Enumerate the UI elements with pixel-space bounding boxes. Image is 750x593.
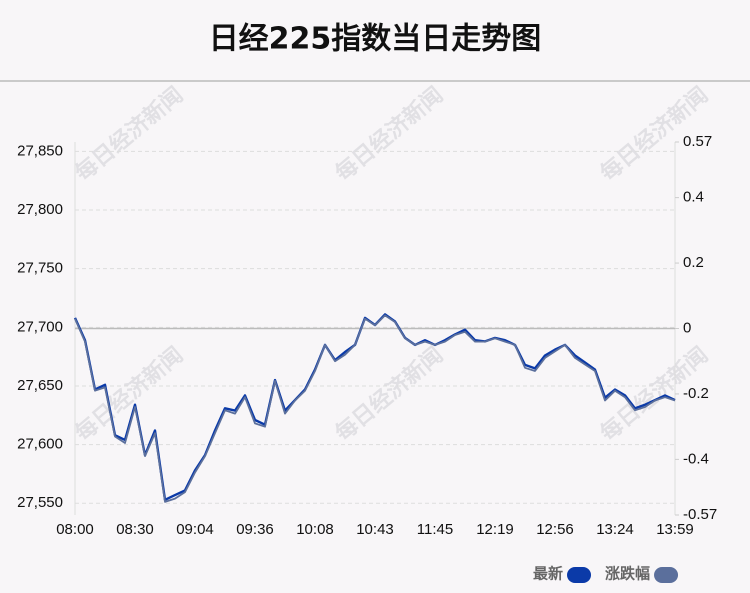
y-tick-label: 27,550 bbox=[17, 494, 63, 511]
x-tick-label: 12:56 bbox=[536, 521, 574, 538]
legend-label: 最新 bbox=[533, 565, 563, 583]
x-tick-label: 10:08 bbox=[296, 521, 334, 538]
y-tick-label: 27,650 bbox=[17, 377, 63, 394]
y-tick-label: 27,850 bbox=[17, 142, 63, 159]
x-tick-label: 09:36 bbox=[236, 521, 274, 538]
y2-tick-label: 0.57 bbox=[683, 133, 712, 150]
legend-swatch bbox=[567, 567, 592, 583]
x-tick-label: 08:00 bbox=[56, 521, 94, 538]
y2-tick-label: 0.4 bbox=[683, 189, 704, 206]
watermark: 每日经济新闻 bbox=[330, 82, 448, 187]
x-tick-label: 13:59 bbox=[656, 521, 694, 538]
x-tick-label: 13:24 bbox=[596, 521, 634, 538]
legend-label: 涨跌幅 bbox=[605, 565, 650, 583]
y-tick-label: 27,600 bbox=[17, 436, 63, 453]
legend-swatch bbox=[654, 567, 679, 583]
y2-tick-label: -0.2 bbox=[683, 385, 709, 402]
y2-tick-label: 0 bbox=[683, 319, 691, 336]
x-tick-label: 09:04 bbox=[176, 521, 214, 538]
y-tick-label: 27,800 bbox=[17, 201, 63, 218]
watermark: 每日经济新闻 bbox=[330, 342, 448, 447]
x-tick-label: 11:45 bbox=[417, 521, 453, 538]
x-tick-label: 08:30 bbox=[116, 521, 154, 538]
watermark: 每日经济新闻 bbox=[70, 82, 188, 187]
series-line bbox=[74, 314, 676, 503]
y2-tick-label: -0.4 bbox=[683, 450, 709, 467]
x-tick-label: 10:43 bbox=[356, 521, 394, 538]
chart-title: 日经225指数当日走势图 bbox=[209, 22, 542, 57]
y-tick-label: 27,700 bbox=[17, 318, 63, 335]
y2-tick-label: 0.2 bbox=[683, 254, 704, 271]
x-tick-label: 12:19 bbox=[476, 521, 514, 538]
y-tick-label: 27,750 bbox=[17, 260, 63, 277]
y2-tick-label: -0.57 bbox=[683, 506, 717, 523]
